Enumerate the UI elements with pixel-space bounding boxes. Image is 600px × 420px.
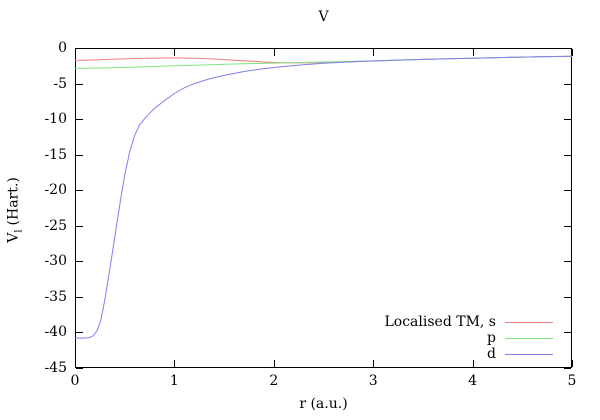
legend-label: Localised TM, s (384, 314, 496, 330)
y-tick-label: -45 (44, 360, 67, 376)
y-tick-label: -5 (53, 75, 67, 92)
legend-label: p (487, 330, 496, 346)
legend-line-sample (505, 337, 553, 339)
legend-line-sample (505, 353, 553, 355)
y-tick-label: -35 (44, 288, 67, 305)
legend-label: d (487, 346, 496, 362)
y-tick-label: -40 (44, 324, 67, 341)
x-tick-label: 5 (567, 373, 577, 389)
x-tick-label: 2 (269, 373, 279, 389)
y-tick-label: -30 (44, 253, 67, 270)
x-tick-label: 3 (368, 373, 378, 389)
plot-frame (75, 48, 572, 368)
y-tick-label: 0 (58, 40, 67, 56)
y-tick-label: -15 (44, 146, 67, 163)
y-tick-label: -20 (44, 182, 67, 199)
series-line-d (75, 55, 573, 339)
legend-line-sample (505, 321, 553, 323)
legend-entry: p (384, 330, 553, 346)
y-tick-label: -10 (44, 111, 67, 128)
y-tick-label: -25 (44, 217, 67, 234)
legend-entry: Localised TM, s (384, 314, 553, 330)
x-axis-label: r (a.u.) (299, 396, 348, 412)
y-axis-label-main: V (5, 232, 22, 243)
x-tick-label: 4 (468, 373, 478, 389)
x-tick-label: 0 (70, 373, 80, 389)
x-tick-label: 1 (169, 373, 179, 389)
legend-entry: d (384, 346, 553, 362)
chart-title: V (318, 9, 329, 25)
